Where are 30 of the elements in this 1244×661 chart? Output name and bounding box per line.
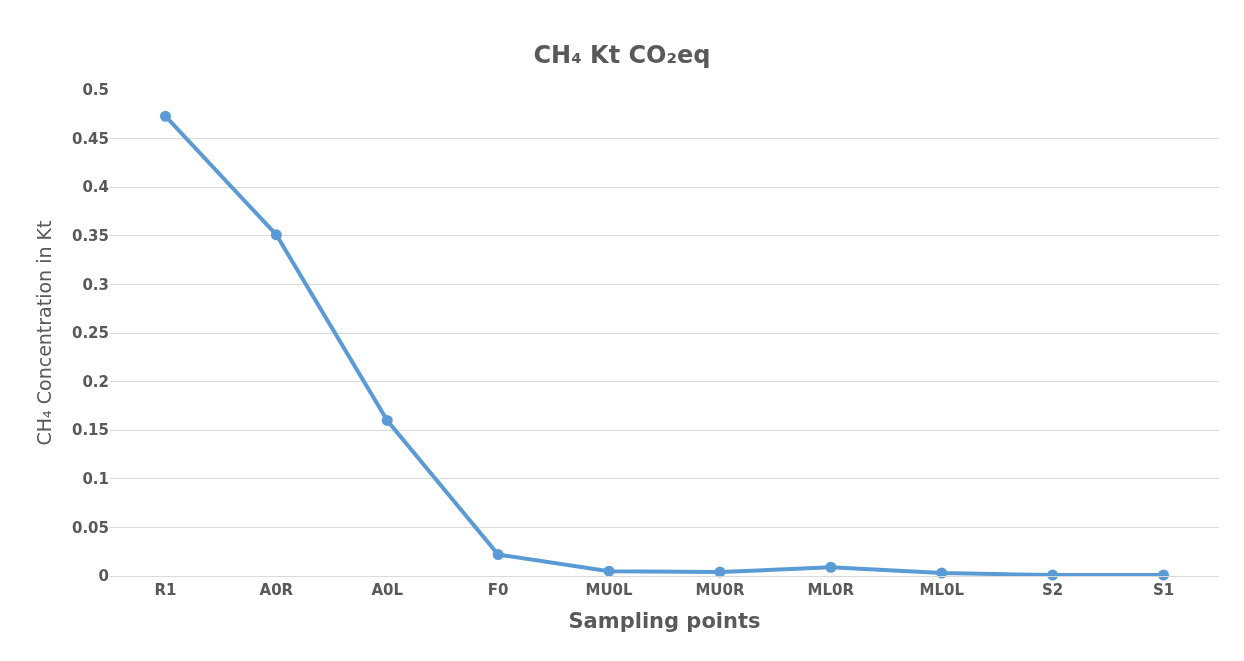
y-tick-label: 0.4 (82, 178, 109, 197)
x-tick-label: MU0R (695, 581, 745, 599)
y-tick-label: 0.3 (82, 275, 109, 294)
y-tick-label: 0.1 (82, 470, 109, 489)
x-tick-label: ML0R (807, 581, 855, 599)
y-tick-label: 0 (98, 567, 109, 586)
y-tick-label: 0.45 (71, 129, 109, 148)
y-tick-label: 0.05 (71, 518, 109, 537)
chart-title: CH₄ Kt CO₂eq (533, 41, 711, 70)
point (270, 229, 282, 241)
x-tick-label: S2 (1042, 581, 1064, 599)
x-tick-label: ML0L (919, 581, 965, 599)
y-tick-label: 0.5 (82, 81, 109, 100)
y-tick-label: 0.15 (71, 421, 109, 440)
x-tick-label: A0L (371, 581, 404, 599)
point (492, 549, 504, 561)
point (825, 561, 837, 573)
x-tick-label: MU0L (585, 581, 634, 599)
y-axis-title: CH₄ Concentration in Kt (32, 220, 55, 446)
x-tick-label: S1 (1152, 581, 1175, 599)
x-axis-title: Sampling points (568, 609, 761, 634)
point (381, 414, 393, 426)
point (159, 110, 171, 122)
y-tick-label: 0.2 (82, 372, 109, 391)
y-tick-label: 0.35 (71, 227, 109, 246)
x-tick-label: R1 (154, 581, 177, 599)
x-tick-label: A0R (259, 581, 294, 599)
y-tick-label: 0.25 (71, 324, 109, 343)
x-tick-label: F0 (487, 581, 509, 599)
point (603, 565, 615, 577)
